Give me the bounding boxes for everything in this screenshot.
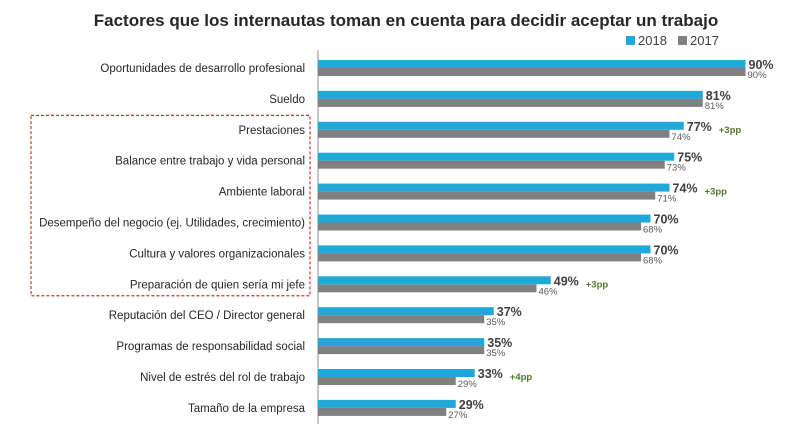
category-label: Oportunidades de desarrollo profesional <box>100 63 305 75</box>
bars-layer <box>318 60 746 416</box>
bar-2018 <box>318 152 675 161</box>
value-label-2018: 70% <box>654 213 679 227</box>
category-label: Tamaño de la empresa <box>188 403 306 415</box>
category-label: Cultura y valores organizacionales <box>129 248 305 260</box>
bar-2018 <box>318 307 494 316</box>
bar-2017 <box>318 407 447 416</box>
legend-label-2017: 2017 <box>690 33 719 48</box>
bar-2018 <box>318 245 651 254</box>
bar-2017 <box>318 68 746 76</box>
value-label-2017: 29% <box>458 379 478 390</box>
bar-2017 <box>318 377 456 385</box>
value-label-2018: 33% <box>478 367 503 381</box>
delta-annotation: +3pp <box>719 125 742 136</box>
value-label-2017: 46% <box>539 286 559 297</box>
legend-swatch-2017 <box>678 36 687 45</box>
bar-2018 <box>318 121 684 130</box>
chart-title: Factores que los internautas toman en cu… <box>94 11 718 30</box>
bar-2018 <box>318 276 551 285</box>
value-label-2018: 29% <box>459 398 484 412</box>
highlight-layer <box>30 114 311 297</box>
bar-2018 <box>318 338 485 347</box>
legend-swatch-2018 <box>626 36 635 45</box>
bar-2017 <box>318 315 485 324</box>
category-label: Desempeño del negocio (ej. Utilidades, c… <box>39 218 305 230</box>
value-label-2018: 81% <box>706 89 731 103</box>
category-label: Balance entre trabajo y vida personal <box>115 156 305 168</box>
bar-2017 <box>318 160 665 169</box>
category-label: Sueldo <box>269 94 305 106</box>
value-label-2017: 81% <box>705 101 725 112</box>
value-label-2017: 68% <box>643 255 663 266</box>
bar-2017 <box>318 346 485 355</box>
value-label-2018: 49% <box>554 274 579 288</box>
value-label-2018: 90% <box>749 58 774 72</box>
value-label-2017: 35% <box>486 317 506 328</box>
bar-2017 <box>318 98 703 107</box>
value-label-2017: 35% <box>486 348 506 359</box>
highlight-box <box>30 114 311 297</box>
bar-2018 <box>318 60 746 68</box>
value-label-2017: 71% <box>657 194 677 205</box>
labels-layer: Oportunidades de desarrollo profesional 9… <box>39 58 773 421</box>
bar-2017 <box>318 191 656 200</box>
category-label: Ambiente laboral <box>219 187 305 199</box>
value-label-2017: 73% <box>667 163 687 174</box>
value-label-2018: 70% <box>654 243 679 257</box>
delta-annotation: +4pp <box>510 372 533 383</box>
category-label: Nivel de estrés del rol de trabajo <box>140 372 305 384</box>
delta-annotation: +3pp <box>586 279 609 290</box>
bar-2018 <box>318 214 651 223</box>
delta-annotation: +3pp <box>705 187 728 198</box>
legend: 2018 2017 <box>626 33 719 48</box>
bar-2018 <box>318 369 475 377</box>
bar-2017 <box>318 129 670 138</box>
bar-2018 <box>318 183 670 192</box>
value-label-2018: 37% <box>497 305 522 319</box>
category-label: Programas de responsabilidad social <box>116 341 305 353</box>
value-label-2018: 75% <box>677 151 702 165</box>
value-label-2017: 90% <box>748 70 768 81</box>
value-label-2017: 74% <box>672 132 692 143</box>
category-label: Preparación de quien sería mi jefe <box>130 279 305 291</box>
category-label: Reputación del CEO / Director general <box>109 310 305 322</box>
bar-2017 <box>318 253 641 262</box>
bar-2018 <box>318 90 703 99</box>
bar-2018 <box>318 399 456 408</box>
bar-2017 <box>318 284 537 293</box>
value-label-2017: 27% <box>448 410 468 421</box>
category-label: Prestaciones <box>239 125 306 137</box>
value-label-2018: 74% <box>673 182 698 196</box>
value-label-2018: 35% <box>487 336 512 350</box>
value-label-2018: 77% <box>687 120 712 134</box>
legend-label-2018: 2018 <box>638 33 667 48</box>
value-label-2017: 68% <box>643 225 663 236</box>
bar-2017 <box>318 222 641 231</box>
